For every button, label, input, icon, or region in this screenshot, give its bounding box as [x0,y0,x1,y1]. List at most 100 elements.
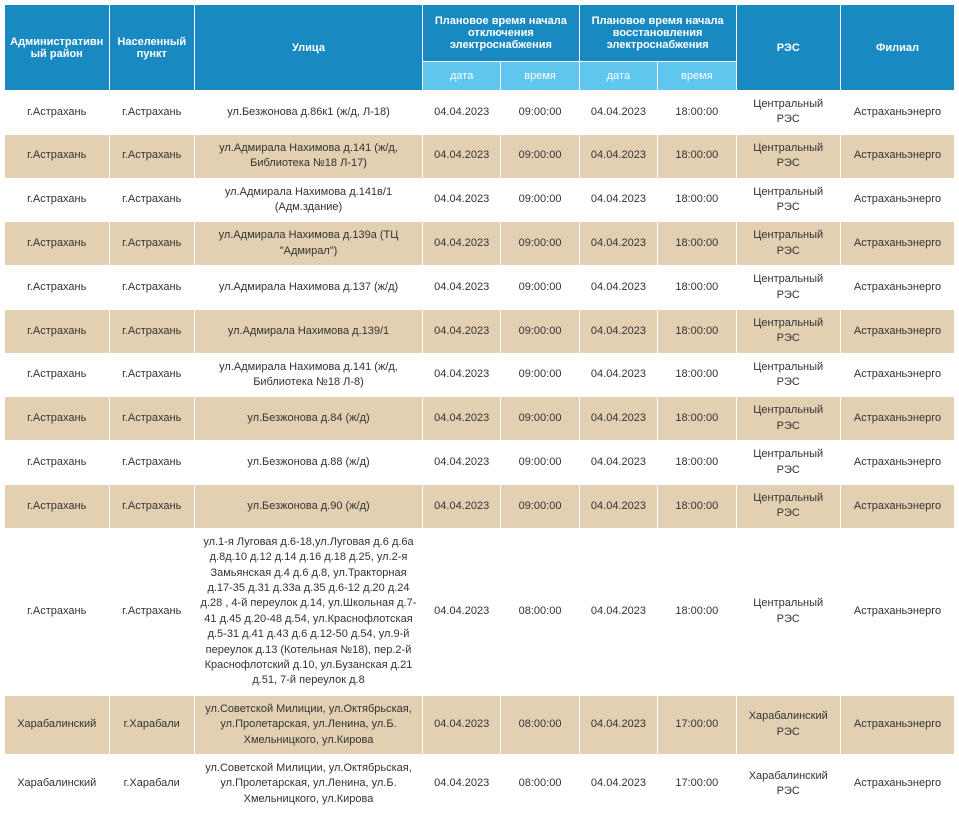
cell-settlement: г.Астрахань [109,485,195,529]
cell-off-time: 08:00:00 [501,528,579,695]
cell-district: г.Астрахань [5,309,110,353]
cell-on-time: 18:00:00 [658,91,736,135]
cell-res: Центральный РЭС [736,178,841,222]
cell-district: г.Астрахань [5,528,110,695]
cell-street: ул.Адмирала Нахимова д.139а (ТЦ "Адмирал… [195,222,423,266]
cell-off-date: 04.04.2023 [423,178,501,222]
cell-branch: Астраханьэнерго [841,695,955,754]
cell-on-date: 04.04.2023 [579,528,657,695]
cell-settlement: г.Астрахань [109,353,195,397]
cell-street: ул.Безжонова д.88 (ж/д) [195,441,423,485]
cell-settlement: г.Астрахань [109,222,195,266]
subheader-off-date: дата [423,62,501,91]
header-res: РЭС [736,5,841,91]
cell-on-time: 18:00:00 [658,178,736,222]
cell-branch: Астраханьэнерго [841,353,955,397]
cell-res: Центральный РЭС [736,91,841,135]
cell-district: г.Астрахань [5,397,110,441]
cell-on-date: 04.04.2023 [579,222,657,266]
subheader-on-time: время [658,62,736,91]
cell-res: Центральный РЭС [736,353,841,397]
header-branch: Филиал [841,5,955,91]
cell-on-date: 04.04.2023 [579,441,657,485]
cell-branch: Астраханьэнерго [841,309,955,353]
cell-district: г.Астрахань [5,485,110,529]
cell-off-date: 04.04.2023 [423,695,501,754]
cell-street: ул.Советской Милиции, ул.Октябрьская, ул… [195,754,423,813]
header-street: Улица [195,5,423,91]
cell-street: ул.Адмирала Нахимова д.141в/1 (Адм.здани… [195,178,423,222]
cell-settlement: г.Харабали [109,754,195,813]
cell-res: Центральный РЭС [736,266,841,310]
table-row: г.Астраханьг.Астраханьул.Адмирала Нахимо… [5,178,955,222]
cell-branch: Астраханьэнерго [841,134,955,178]
cell-off-date: 04.04.2023 [423,485,501,529]
cell-on-date: 04.04.2023 [579,353,657,397]
cell-street: ул.Безжонова д.90 (ж/д) [195,485,423,529]
cell-on-time: 18:00:00 [658,222,736,266]
cell-settlement: г.Астрахань [109,441,195,485]
cell-on-time: 18:00:00 [658,134,736,178]
cell-settlement: г.Астрахань [109,91,195,135]
cell-street: ул.Адмирала Нахимова д.141 (ж/д, Библиот… [195,353,423,397]
table-row: Харабалинскийг.Харабалиул.Советской Мили… [5,754,955,813]
cell-off-date: 04.04.2023 [423,91,501,135]
cell-branch: Астраханьэнерго [841,397,955,441]
cell-on-date: 04.04.2023 [579,91,657,135]
cell-off-time: 09:00:00 [501,441,579,485]
cell-on-time: 18:00:00 [658,397,736,441]
cell-on-date: 04.04.2023 [579,397,657,441]
cell-off-time: 09:00:00 [501,178,579,222]
cell-off-time: 09:00:00 [501,485,579,529]
subheader-on-date: дата [579,62,657,91]
cell-district: г.Астрахань [5,441,110,485]
table-row: г.Астраханьг.Астраханьул.Адмирала Нахимо… [5,222,955,266]
cell-off-time: 09:00:00 [501,353,579,397]
cell-on-time: 18:00:00 [658,528,736,695]
subheader-off-time: время [501,62,579,91]
cell-off-time: 08:00:00 [501,754,579,813]
cell-on-time: 18:00:00 [658,441,736,485]
cell-on-date: 04.04.2023 [579,485,657,529]
table-row: г.Астраханьг.Астраханьул.Адмирала Нахимо… [5,134,955,178]
cell-district: г.Астрахань [5,353,110,397]
table-header: Административный район Населенный пункт … [5,5,955,91]
cell-settlement: г.Астрахань [109,266,195,310]
table-body: г.Астраханьг.Астраханьул.Безжонова д.86к… [5,91,955,814]
cell-branch: Астраханьэнерго [841,91,955,135]
cell-on-date: 04.04.2023 [579,266,657,310]
header-settlement: Населенный пункт [109,5,195,91]
table-row: г.Астраханьг.Астраханьул.Адмирала Нахимо… [5,353,955,397]
cell-street: ул.Безжонова д.86к1 (ж/д, Л-18) [195,91,423,135]
table-row: г.Астраханьг.Астраханьул.Безжонова д.84 … [5,397,955,441]
cell-district: г.Астрахань [5,178,110,222]
cell-on-time: 17:00:00 [658,754,736,813]
header-on-start: Плановое время начала восстановления эле… [579,5,736,62]
header-district: Административный район [5,5,110,91]
cell-res: Харабалинский РЭС [736,754,841,813]
cell-street: ул.Адмирала Нахимова д.141 (ж/д, Библиот… [195,134,423,178]
cell-on-date: 04.04.2023 [579,309,657,353]
table-row: г.Астраханьг.Астраханьул.Безжонова д.88 … [5,441,955,485]
cell-branch: Астраханьэнерго [841,266,955,310]
cell-on-time: 18:00:00 [658,309,736,353]
cell-off-time: 09:00:00 [501,397,579,441]
cell-district: Харабалинский [5,754,110,813]
cell-district: г.Астрахань [5,91,110,135]
cell-street: ул.Адмирала Нахимова д.137 (ж/д) [195,266,423,310]
cell-on-date: 04.04.2023 [579,178,657,222]
cell-on-date: 04.04.2023 [579,695,657,754]
cell-off-time: 09:00:00 [501,91,579,135]
cell-res: Центральный РЭС [736,309,841,353]
cell-off-date: 04.04.2023 [423,397,501,441]
cell-district: г.Астрахань [5,222,110,266]
cell-off-time: 09:00:00 [501,266,579,310]
cell-off-date: 04.04.2023 [423,134,501,178]
cell-off-time: 08:00:00 [501,695,579,754]
cell-street: ул.Безжонова д.84 (ж/д) [195,397,423,441]
cell-settlement: г.Астрахань [109,309,195,353]
cell-res: Центральный РЭС [736,441,841,485]
cell-on-time: 18:00:00 [658,266,736,310]
table-row: Харабалинскийг.Харабалиул.Советской Мили… [5,695,955,754]
table-row: г.Астраханьг.Астраханьул.Адмирала Нахимо… [5,266,955,310]
